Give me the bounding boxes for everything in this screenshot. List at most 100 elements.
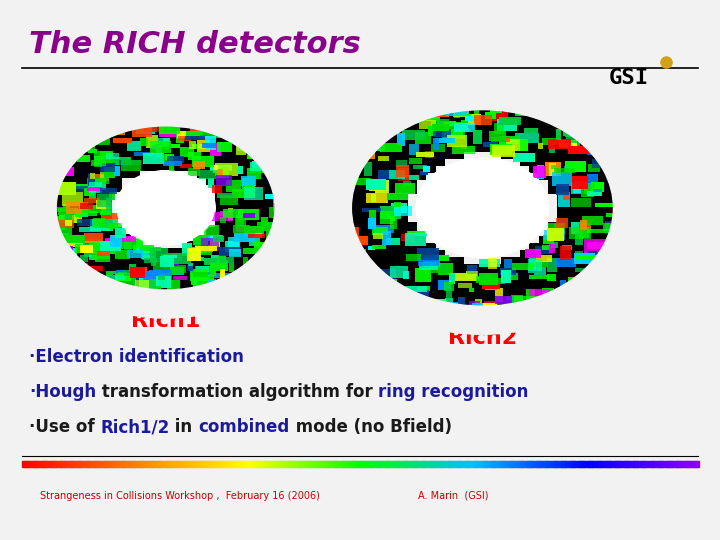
Bar: [398, 243, 408, 250]
Bar: [351, 250, 361, 257]
Bar: [148, 279, 156, 289]
Bar: [379, 201, 389, 208]
Bar: [464, 117, 473, 124]
Bar: [211, 255, 227, 268]
Bar: [529, 461, 532, 467]
Bar: [459, 283, 472, 288]
Bar: [263, 461, 266, 467]
Bar: [158, 275, 165, 280]
Bar: [539, 257, 548, 264]
Bar: [369, 461, 372, 467]
Bar: [84, 241, 94, 248]
Bar: [567, 138, 576, 145]
Bar: [423, 255, 439, 267]
Bar: [510, 295, 523, 309]
Bar: [168, 255, 178, 262]
Bar: [243, 255, 253, 262]
Bar: [557, 229, 567, 236]
Bar: [103, 150, 112, 157]
Bar: [665, 461, 667, 467]
Bar: [409, 144, 418, 156]
Bar: [231, 461, 235, 467]
Bar: [88, 174, 96, 186]
Bar: [492, 131, 501, 138]
Bar: [585, 152, 595, 159]
Bar: [635, 461, 638, 467]
Bar: [595, 215, 604, 222]
Bar: [56, 185, 66, 192]
Bar: [31, 461, 34, 467]
Bar: [351, 194, 361, 201]
Bar: [262, 213, 271, 220]
Bar: [488, 258, 497, 269]
Bar: [464, 124, 473, 131]
Bar: [188, 152, 201, 160]
Bar: [548, 145, 557, 152]
Bar: [529, 159, 539, 166]
Bar: [66, 241, 75, 248]
Bar: [72, 263, 89, 269]
Bar: [405, 461, 408, 467]
Bar: [548, 124, 557, 131]
Bar: [51, 461, 54, 467]
Bar: [194, 236, 208, 244]
Bar: [366, 179, 387, 190]
Bar: [80, 255, 88, 262]
Bar: [344, 461, 347, 467]
Bar: [644, 461, 647, 467]
Bar: [243, 248, 253, 255]
Bar: [103, 224, 109, 231]
Bar: [498, 137, 503, 141]
Bar: [197, 143, 206, 150]
Bar: [253, 185, 262, 192]
Bar: [417, 131, 426, 138]
Bar: [193, 258, 204, 261]
Bar: [225, 192, 234, 199]
Bar: [479, 273, 498, 285]
Bar: [197, 269, 206, 276]
Bar: [567, 278, 576, 285]
Bar: [403, 271, 410, 279]
Bar: [389, 159, 398, 166]
Bar: [85, 461, 88, 467]
Bar: [529, 131, 539, 138]
Bar: [548, 138, 557, 145]
Bar: [389, 138, 398, 145]
Bar: [547, 461, 550, 467]
Bar: [603, 461, 607, 467]
Bar: [492, 145, 515, 157]
Bar: [408, 243, 417, 250]
Bar: [557, 187, 567, 194]
Bar: [216, 175, 232, 186]
Bar: [554, 168, 575, 173]
Bar: [567, 229, 576, 236]
Bar: [539, 236, 548, 243]
Bar: [506, 139, 528, 151]
Bar: [73, 461, 76, 467]
Bar: [402, 175, 419, 180]
Bar: [473, 145, 482, 152]
Bar: [436, 285, 445, 292]
Bar: [482, 292, 492, 299]
Bar: [163, 255, 177, 258]
Bar: [168, 122, 178, 129]
Bar: [398, 257, 408, 264]
Bar: [171, 144, 180, 148]
Bar: [604, 222, 613, 229]
Bar: [346, 461, 349, 467]
Bar: [510, 117, 520, 124]
Bar: [277, 208, 282, 222]
Bar: [225, 171, 234, 178]
Bar: [47, 213, 56, 220]
Bar: [243, 192, 253, 199]
Bar: [263, 222, 273, 227]
Bar: [436, 121, 456, 126]
Bar: [215, 171, 225, 178]
Bar: [192, 247, 200, 258]
Bar: [528, 289, 550, 299]
Bar: [398, 222, 408, 229]
Bar: [108, 223, 122, 229]
Bar: [103, 136, 112, 143]
Bar: [509, 461, 512, 467]
Bar: [410, 461, 413, 467]
